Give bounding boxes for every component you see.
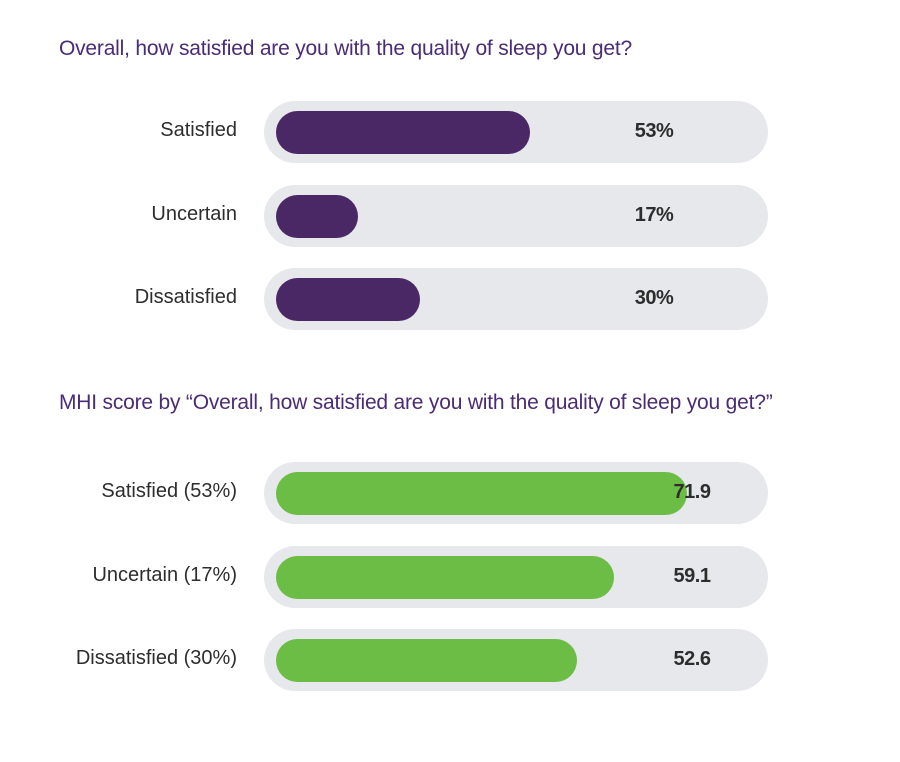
bar-row-satisfied: Satisfied 53% [0, 101, 900, 163]
bar [276, 278, 420, 321]
bar [276, 639, 577, 682]
value-label: 71.9 [673, 481, 711, 503]
bar-row-uncertain: Uncertain 17% [0, 185, 900, 247]
bar-track [264, 462, 768, 524]
category-label: Dissatisfied (30%) [75, 647, 237, 669]
value-label: 30% [634, 287, 674, 309]
category-label: Uncertain [151, 203, 237, 225]
value-label: 53% [634, 120, 674, 142]
value-label: 59.1 [673, 565, 711, 587]
bar-track [264, 268, 768, 330]
category-label: Satisfied [160, 119, 237, 141]
chart-title: MHI score by “Overall, how satisfied are… [59, 391, 773, 414]
category-label: Dissatisfied [134, 286, 237, 308]
value-label: 52.6 [673, 648, 711, 670]
bar [276, 472, 687, 515]
bar-row-uncertain: Uncertain (17%) 59.1 [0, 546, 900, 608]
bar-track [264, 101, 768, 163]
value-label: 17% [634, 204, 674, 226]
bar [276, 111, 531, 154]
bar [276, 556, 614, 599]
bar-row-satisfied: Satisfied (53%) 71.9 [0, 462, 900, 524]
category-label: Uncertain (17%) [92, 564, 237, 586]
bar-row-dissatisfied: Dissatisfied (30%) 52.6 [0, 629, 900, 691]
bar-track [264, 546, 768, 608]
bar-row-dissatisfied: Dissatisfied 30% [0, 268, 900, 330]
bar [276, 195, 358, 238]
category-label: Satisfied (53%) [101, 480, 237, 502]
bar-track [264, 629, 768, 691]
bar-track [264, 185, 768, 247]
chart-title: Overall, how satisfied are you with the … [59, 37, 632, 60]
